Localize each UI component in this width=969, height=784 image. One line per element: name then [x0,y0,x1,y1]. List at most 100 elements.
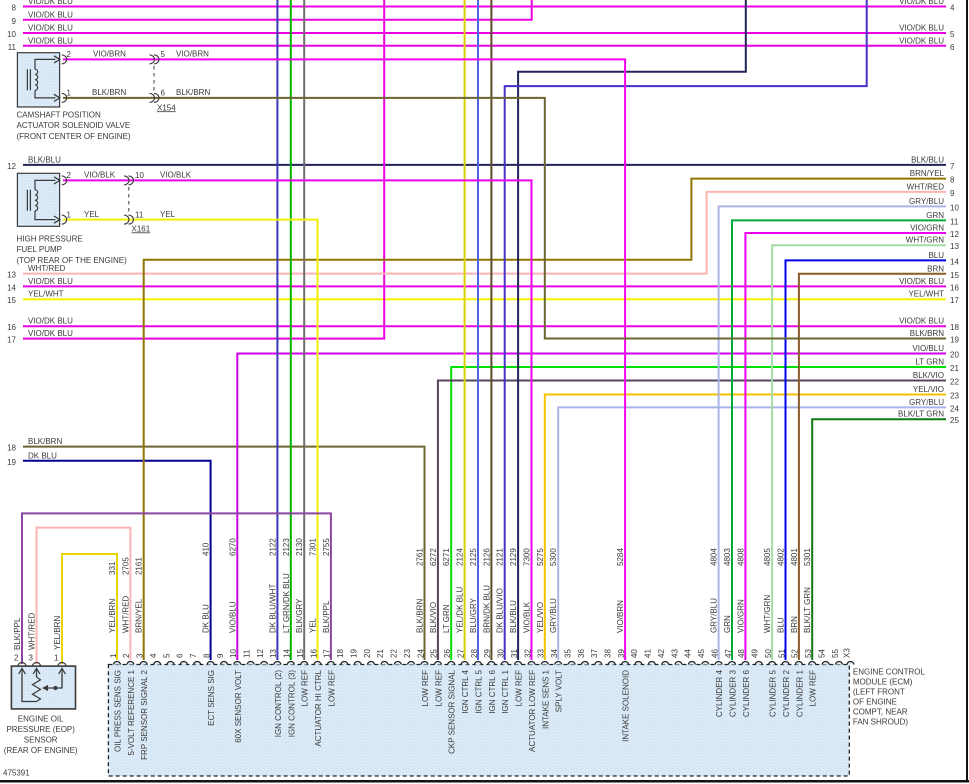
svg-text:2126: 2126 [482,548,491,566]
svg-text:ENGINE OIL: ENGINE OIL [18,714,64,723]
svg-text:18: 18 [7,444,16,453]
svg-text:4801: 4801 [790,548,799,566]
svg-text:BLK/BRN: BLK/BRN [92,88,126,97]
svg-text:475391: 475391 [3,769,30,778]
svg-text:VIO/BRN: VIO/BRN [176,50,209,59]
svg-text:47: 47 [724,649,733,658]
svg-text:6272: 6272 [429,548,438,566]
svg-text:LOW REF: LOW REF [301,670,310,707]
svg-text:5: 5 [161,50,166,59]
svg-text:2705: 2705 [121,557,130,575]
svg-text:WHT/RED: WHT/RED [28,612,37,650]
svg-text:24: 24 [950,404,959,413]
svg-text:ECT SENS SIG: ECT SENS SIG [207,670,216,726]
svg-text:11: 11 [950,217,959,226]
svg-text:55: 55 [831,649,840,658]
svg-text:2761: 2761 [416,548,425,566]
svg-text:FRP SENSOR SIGNAL 2: FRP SENSOR SIGNAL 2 [140,669,149,759]
svg-text:4808: 4808 [736,548,745,566]
svg-text:YEL: YEL [84,210,100,219]
svg-text:1: 1 [67,210,72,219]
svg-text:BRN: BRN [927,264,944,273]
svg-text:MODULE (ECM): MODULE (ECM) [853,678,913,687]
svg-text:2161: 2161 [135,557,144,575]
svg-text:BLK/BLU: BLK/BLU [28,155,61,164]
svg-text:X161: X161 [132,224,151,233]
svg-text:VIO/BLU: VIO/BLU [912,344,944,353]
svg-text:7300: 7300 [523,548,532,566]
svg-text:BLK/VIO: BLK/VIO [429,602,438,633]
svg-text:44: 44 [684,649,693,658]
svg-text:CYLINDER 5: CYLINDER 5 [769,669,778,717]
svg-text:VIO/DK BLU: VIO/DK BLU [28,277,73,286]
svg-text:PRESSURE (EOP): PRESSURE (EOP) [6,725,75,734]
svg-text:WHT/RED: WHT/RED [28,264,66,273]
svg-text:52: 52 [791,649,800,658]
svg-text:7: 7 [950,162,955,171]
svg-text:GRY/BLU: GRY/BLU [710,598,719,633]
svg-text:9: 9 [950,189,955,198]
svg-text:IGN CONTROL (3): IGN CONTROL (3) [287,670,296,738]
svg-text:9: 9 [216,653,225,658]
svg-text:30: 30 [497,649,506,658]
svg-text:VIO/DK BLU: VIO/DK BLU [899,0,944,6]
svg-text:20: 20 [363,649,372,658]
svg-text:4: 4 [950,4,955,13]
svg-text:410: 410 [202,542,211,556]
svg-text:2: 2 [14,653,19,662]
svg-text:GRN: GRN [723,615,732,633]
svg-text:14: 14 [7,283,16,292]
svg-text:INTAKE SENS 1: INTAKE SENS 1 [541,669,550,729]
svg-text:VIO/DK BLU: VIO/DK BLU [899,277,944,286]
svg-text:22: 22 [390,649,399,658]
svg-text:16: 16 [950,283,959,292]
svg-text:2755: 2755 [322,538,331,556]
svg-text:LOW REF: LOW REF [421,670,430,707]
svg-text:IGN CTRL 1: IGN CTRL 1 [501,669,510,713]
svg-text:2: 2 [67,50,72,59]
svg-text:29: 29 [483,649,492,658]
svg-text:13: 13 [269,649,278,658]
svg-text:5275: 5275 [536,548,545,566]
svg-text:2: 2 [67,171,72,180]
svg-text:BLK/GRY: BLK/GRY [295,598,304,633]
svg-text:6271: 6271 [442,548,451,566]
svg-text:IGN CTRL 6: IGN CTRL 6 [488,669,497,713]
svg-text:10: 10 [7,30,16,39]
svg-text:IGN CONTROL (2): IGN CONTROL (2) [274,670,283,738]
svg-text:53: 53 [804,649,813,658]
svg-text:49: 49 [751,649,760,658]
svg-text:GRY/BLU: GRY/BLU [909,398,944,407]
svg-text:45: 45 [697,649,706,658]
svg-text:16: 16 [309,649,318,658]
svg-text:11: 11 [8,43,17,52]
svg-text:BRN/YEL: BRN/YEL [135,598,144,633]
svg-text:18: 18 [950,323,959,332]
svg-text:5300: 5300 [549,548,558,566]
svg-text:BLU: BLU [777,617,786,633]
svg-text:(TOP REAR OF THE ENGINE): (TOP REAR OF THE ENGINE) [17,256,128,265]
svg-text:28: 28 [470,649,479,658]
svg-text:39: 39 [617,649,626,658]
svg-text:1: 1 [67,89,72,98]
svg-text:23: 23 [950,392,959,401]
svg-text:38: 38 [604,649,613,658]
svg-text:OIL PRESS SENS SIG: OIL PRESS SENS SIG [114,670,123,752]
svg-text:40: 40 [630,649,639,658]
svg-text:YEL: YEL [160,210,176,219]
svg-text:LOW REF: LOW REF [434,670,443,707]
svg-text:YEL/BRN: YEL/BRN [53,616,62,650]
svg-text:54: 54 [817,649,826,658]
svg-text:DK BLU: DK BLU [202,604,211,633]
svg-text:YEL/DK BLU: YEL/DK BLU [456,587,465,633]
svg-text:CYLINDER 6: CYLINDER 6 [742,669,751,717]
svg-text:(LEFT FRONT: (LEFT FRONT [853,688,905,697]
svg-text:BLK/VIO: BLK/VIO [913,371,944,380]
svg-text:VIO/DK BLU: VIO/DK BLU [28,0,73,6]
svg-text:BRN/YEL: BRN/YEL [910,169,945,178]
svg-text:2130: 2130 [295,538,304,556]
svg-text:VIO/DK BLU: VIO/DK BLU [28,329,73,338]
svg-text:16: 16 [7,323,16,332]
svg-text:60X SENSOR VOLT: 60X SENSOR VOLT [234,670,243,743]
svg-text:BLK/BRN: BLK/BRN [910,329,944,338]
